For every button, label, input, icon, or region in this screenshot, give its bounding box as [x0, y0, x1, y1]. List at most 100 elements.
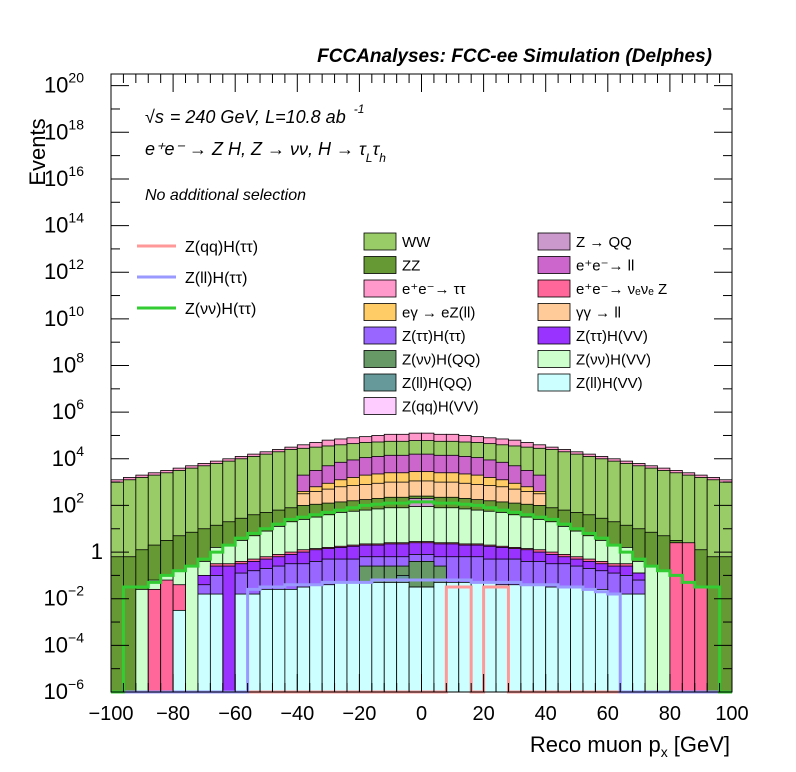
- legend-box-swatch: [537, 279, 571, 298]
- stack-bar: [557, 586, 571, 693]
- stack-bar: [719, 556, 733, 693]
- legend-box-swatch: [363, 326, 397, 345]
- x-tick-label: −100: [88, 703, 133, 725]
- legend-entry-label: Z(qq)H(ττ): [185, 239, 258, 256]
- stack-bar: [123, 556, 137, 693]
- y-tick-label: 108: [52, 350, 84, 378]
- legend-entry-label: WW: [402, 234, 431, 251]
- stack-legend: WW ZZ e⁺e⁻→ ττ eγ → eZ(ll) Z(ττ)H(ττ) Z(νν)H(…: [363, 232, 667, 416]
- y-tick-label: 1012: [44, 256, 84, 284]
- stack-bar: [508, 584, 522, 693]
- stack-bar: [296, 586, 311, 693]
- legend-entry-label: Z(ll)H(QQ): [402, 375, 472, 392]
- legend-box-swatch: [363, 350, 397, 368]
- stack-bar: [594, 588, 609, 693]
- legend-box-swatch: [363, 256, 397, 274]
- legend-entry-label: ZZ: [402, 258, 420, 275]
- stack-bar: [321, 584, 335, 693]
- legend-box-swatch: [363, 397, 397, 415]
- y-tick-label: 1010: [44, 303, 84, 331]
- legend-box-swatch: [537, 350, 571, 368]
- stack-bar: [371, 581, 385, 693]
- legend-entry-label: Z(νν)H(VV): [576, 352, 651, 369]
- stack-bar: [607, 593, 621, 693]
- stack-bar: [346, 581, 360, 693]
- legend-entry-label: e⁺e⁻→ ll: [576, 258, 634, 275]
- stack-bar: [470, 581, 484, 693]
- stack-bar: [259, 588, 273, 693]
- x-tick-label: −20: [342, 703, 376, 725]
- y-tick-label: 1014: [44, 210, 84, 238]
- stack-bar: [495, 584, 509, 693]
- stack-bar: [520, 584, 534, 693]
- stack-bar: [185, 565, 199, 693]
- x-tick-label: 20: [472, 703, 494, 725]
- legend-box-swatch: [537, 326, 571, 345]
- stack-bar: [532, 584, 547, 693]
- legend-entry-label: eγ → eZ(ll): [402, 305, 475, 322]
- stack-bar: [408, 586, 422, 693]
- stack-bar: [421, 586, 435, 693]
- stack-bar: [284, 588, 298, 693]
- legend-entry-label: Z(νν)H(QQ): [402, 352, 480, 369]
- stack-bar: [694, 586, 708, 693]
- legend-box-swatch: [363, 232, 397, 251]
- y-axis-label: Events: [25, 118, 50, 185]
- x-tick-label: 60: [597, 703, 619, 725]
- legend-entry-label: γγ → ll: [576, 305, 621, 322]
- legend-entry-label: Z(qq)H(VV): [402, 399, 479, 416]
- stack-bar: [334, 581, 348, 693]
- stack-bar: [570, 586, 584, 693]
- stack-bar: [234, 593, 249, 693]
- stack-bar: [160, 579, 174, 693]
- y-tick-label: 1016: [44, 163, 84, 191]
- x-tick-label: 100: [715, 703, 748, 725]
- stack-bar: [458, 581, 472, 693]
- x-tick-label: −80: [156, 703, 190, 725]
- x-axis: −100 −80 −60 −40 −20 0 20 40 60 80 100: [88, 74, 749, 725]
- stack-bar: [433, 581, 447, 693]
- stack-bar: [247, 593, 261, 693]
- y-tick-label: 1018: [44, 116, 84, 144]
- signal-legend: Z(qq)H(ττ) Z(ll)H(ττ) Z(νν)H(ττ): [137, 239, 258, 318]
- stack-bar: [706, 556, 720, 693]
- legend-entry-label: Z(ll)H(ττ): [185, 270, 247, 287]
- stack-bar: [309, 584, 323, 693]
- stack-bar: [545, 586, 559, 693]
- legend-box-swatch: [537, 373, 571, 392]
- y-tick-label: 102: [52, 489, 84, 517]
- x-tick-label: 0: [416, 703, 427, 725]
- y-tick-label: 104: [52, 443, 84, 471]
- stack-bar: [209, 593, 224, 693]
- legend-box-swatch: [363, 303, 397, 321]
- legend-box-swatch: [537, 256, 571, 274]
- legend-entry-label: Z(νν)H(ττ): [185, 301, 256, 318]
- stack-bar: [135, 588, 149, 693]
- legend-entry-label: Z(ll)H(VV): [576, 375, 643, 392]
- legend-entry-label: e⁺e⁻→ ττ: [402, 281, 466, 298]
- legend-box-swatch: [363, 279, 397, 298]
- stack-bar: [681, 542, 696, 693]
- x-tick-label: 80: [659, 703, 681, 725]
- legend-entry-label: Z → QQ: [576, 234, 632, 251]
- y-tick-label: 1020: [44, 70, 84, 98]
- chart-title: FCCAnalyses: FCC-ee Simulation (Delphes): [317, 46, 712, 67]
- stack-bar: [632, 593, 646, 693]
- stack-bar: [396, 581, 410, 693]
- stack-bar: [222, 565, 236, 693]
- stack-bar: [644, 565, 658, 693]
- stack-bar: [657, 570, 671, 693]
- stack-bar: [197, 593, 211, 693]
- stack-bar: [358, 581, 373, 693]
- y-axis: 10−6 10−4 10−21 102 104 106 108 1010 1012 1014 101…: [44, 70, 732, 704]
- y-tick-label: 106: [52, 396, 84, 424]
- signal-line: [111, 500, 732, 694]
- stack-bar: [172, 609, 186, 693]
- x-tick-label: 40: [535, 703, 557, 725]
- y-tick-label: 1: [91, 539, 103, 564]
- stack-bar: [619, 593, 634, 693]
- stack-layer: [172, 581, 646, 693]
- y-tick-label: 10−2: [44, 583, 85, 611]
- legend-box-swatch: [537, 232, 571, 251]
